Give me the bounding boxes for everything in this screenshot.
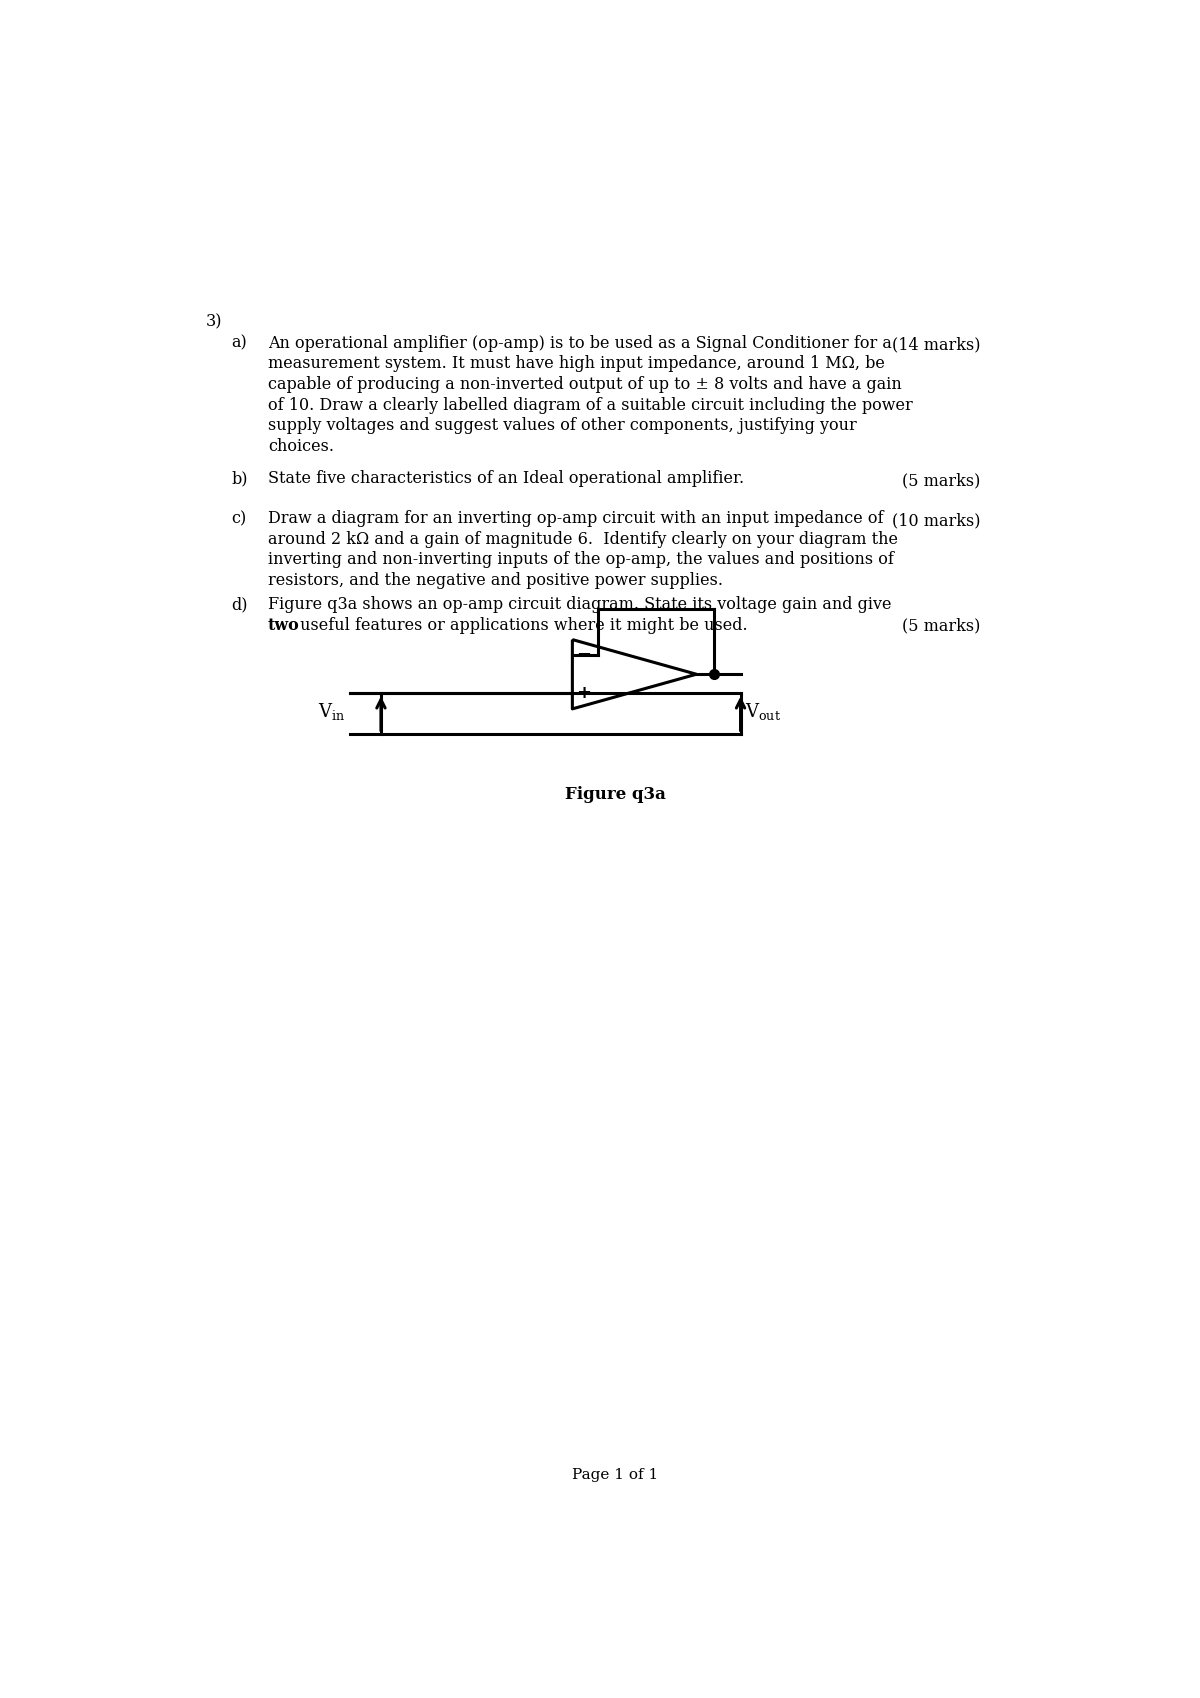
Text: measurement system. It must have high input impedance, around 1 MΩ, be: measurement system. It must have high in…: [268, 355, 884, 372]
Text: a): a): [232, 335, 247, 351]
Text: b): b): [232, 470, 248, 487]
Text: resistors, and the negative and positive power supplies.: resistors, and the negative and positive…: [268, 572, 722, 589]
Text: −: −: [576, 645, 590, 664]
Text: around 2 kΩ and a gain of magnitude 6.  Identify clearly on your diagram the: around 2 kΩ and a gain of magnitude 6. I…: [268, 531, 898, 548]
Text: +: +: [576, 684, 590, 703]
Text: c): c): [232, 509, 247, 526]
Text: State five characteristics of an Ideal operational amplifier.: State five characteristics of an Ideal o…: [268, 470, 744, 487]
Text: useful features or applications where it might be used.: useful features or applications where it…: [295, 616, 748, 633]
Text: (5 marks): (5 marks): [902, 472, 980, 489]
Text: Figure q3a shows an op-amp circuit diagram. State its voltage gain and give: Figure q3a shows an op-amp circuit diagr…: [268, 596, 892, 613]
Text: of 10. Draw a clearly labelled diagram of a suitable circuit including the power: of 10. Draw a clearly labelled diagram o…: [268, 397, 912, 414]
Text: 3): 3): [206, 314, 222, 331]
Text: inverting and non-inverting inputs of the op-amp, the values and positions of: inverting and non-inverting inputs of th…: [268, 552, 894, 569]
Text: V$_{\mathregular{out}}$: V$_{\mathregular{out}}$: [745, 701, 781, 722]
Text: (10 marks): (10 marks): [893, 513, 980, 530]
Text: supply voltages and suggest values of other components, justifying your: supply voltages and suggest values of ot…: [268, 418, 857, 435]
Text: choices.: choices.: [268, 438, 334, 455]
Text: capable of producing a non-inverted output of up to ± 8 volts and have a gain: capable of producing a non-inverted outp…: [268, 375, 901, 392]
Text: An operational amplifier (op-amp) is to be used as a Signal Conditioner for a: An operational amplifier (op-amp) is to …: [268, 335, 892, 351]
Text: Draw a diagram for an inverting op-amp circuit with an input impedance of: Draw a diagram for an inverting op-amp c…: [268, 509, 883, 526]
Text: (14 marks): (14 marks): [893, 336, 980, 353]
Text: (5 marks): (5 marks): [902, 616, 980, 633]
Text: Figure q3a: Figure q3a: [564, 786, 666, 803]
Text: d): d): [232, 596, 248, 613]
Text: V$_{\mathregular{in}}$: V$_{\mathregular{in}}$: [318, 701, 346, 722]
Text: Page 1 of 1: Page 1 of 1: [572, 1469, 658, 1482]
Text: two: two: [268, 616, 300, 633]
